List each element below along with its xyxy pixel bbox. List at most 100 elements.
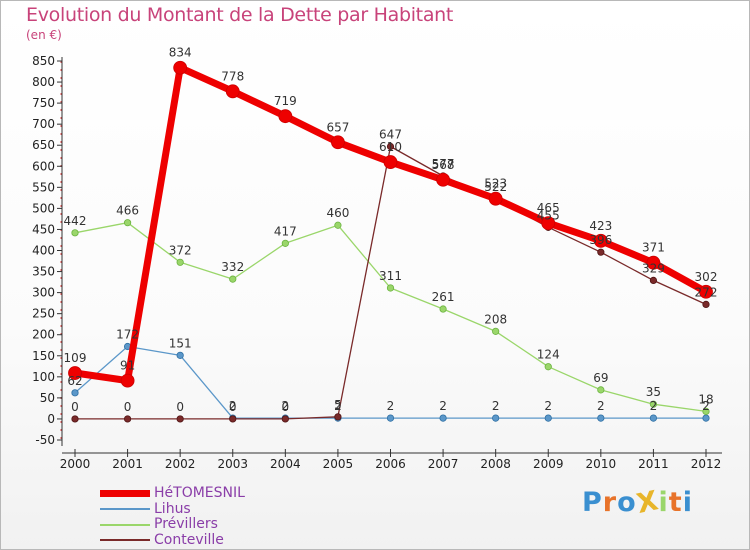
legend-item-lihus[interactable]: Lihus: [100, 501, 245, 518]
data-point-lihus: [702, 414, 710, 422]
data-point-hetomesnil: [120, 373, 135, 388]
y-tick-label: 300: [32, 286, 55, 300]
data-label-lihus: 2: [650, 399, 658, 413]
data-point-previllers: [229, 275, 237, 283]
data-point-previllers: [702, 407, 710, 415]
logo-letter: i: [658, 487, 669, 518]
y-tick-label: -50: [35, 433, 55, 447]
data-point-previllers: [71, 229, 79, 237]
data-label-conteville: 329: [642, 261, 665, 275]
data-point-hetomesnil: [593, 233, 608, 248]
data-point-previllers: [439, 305, 447, 313]
data-label-previllers: 460: [326, 206, 349, 220]
data-label-hetomesnil: 523: [484, 177, 507, 191]
data-point-hetomesnil: [541, 216, 556, 231]
logo-letter: r: [602, 487, 618, 518]
data-point-conteville: [334, 413, 342, 421]
legend-swatch-hetomesnil: [100, 490, 150, 498]
data-point-previllers: [281, 239, 289, 247]
x-tick-label: 2011: [638, 457, 669, 471]
logo-letter: X: [633, 485, 662, 520]
legend-label: HéTOMESNIL: [154, 485, 245, 502]
y-tick-label: 400: [32, 244, 55, 258]
x-tick-label: 2012: [691, 457, 722, 471]
y-tick-label: 750: [32, 96, 55, 110]
legend-swatch-lihus: [100, 508, 150, 511]
y-tick-label: 350: [32, 265, 55, 279]
data-label-previllers: 332: [221, 260, 244, 274]
logo-letter: i: [682, 487, 693, 518]
y-tick-label: 650: [32, 138, 55, 152]
data-label-lihus: 2: [387, 399, 395, 413]
data-labels: 62 172 151 2 2 2 2 2 2 2 2 2 2 442 466 372 332 417 460 311 2…: [64, 46, 718, 414]
data-point-lihus: [649, 414, 658, 422]
legend: HéTOMESNIL Lihus Prévillers Conteville: [100, 486, 245, 548]
data-label-previllers: 18: [698, 392, 713, 406]
y-tick-label: 200: [32, 328, 55, 342]
logo-letter: o: [617, 487, 637, 518]
x-tick-label: 2002: [165, 457, 196, 471]
legend-item-hetomesnil[interactable]: HéTOMESNIL: [100, 486, 245, 502]
proxiti-logo: ProXiti: [582, 485, 693, 520]
data-label-lihus: 172: [116, 328, 139, 342]
data-point-conteville: [597, 248, 605, 256]
data-point-hetomesnil: [68, 366, 82, 380]
y-tick-label: 700: [32, 117, 55, 131]
data-label-conteville: 0: [176, 400, 184, 414]
data-label-lihus: 2: [492, 399, 500, 413]
data-point-hetomesnil: [331, 135, 345, 150]
data-label-lihus: 2: [544, 399, 552, 413]
data-point-lihus: [71, 389, 79, 397]
data-label-conteville: 455: [537, 208, 560, 222]
data-point-conteville: [649, 276, 658, 284]
data-label-hetomesnil: 371: [642, 241, 665, 255]
data-point-lihus: [492, 414, 500, 422]
legend-label: Conteville: [154, 531, 224, 548]
data-label-lihus: 2: [702, 399, 710, 413]
data-point-previllers: [597, 386, 605, 394]
data-point-previllers: [176, 258, 184, 266]
data-label-hetomesnil: 834: [169, 46, 192, 60]
x-tick-label: 2010: [586, 457, 617, 471]
x-tick-label: 2005: [323, 457, 354, 471]
data-point-hetomesnil: [278, 109, 293, 124]
y-tick-label: 100: [32, 370, 55, 384]
data-label-conteville: 0: [282, 400, 290, 414]
data-label-hetomesnil: 568: [432, 158, 455, 172]
data-label-previllers: 208: [484, 312, 507, 326]
y-tick-label: 250: [32, 307, 55, 321]
data-point-hetomesnil: [383, 155, 398, 169]
data-point-previllers: [492, 327, 500, 335]
data-point-conteville: [123, 415, 132, 423]
data-label-conteville: 0: [71, 400, 79, 414]
data-label-conteville: 272: [695, 285, 718, 299]
data-label-lihus: 2: [229, 399, 237, 413]
series-layer: [68, 60, 713, 423]
data-label-conteville: 5: [334, 398, 342, 412]
x-tick-label: 2007: [428, 457, 459, 471]
data-label-hetomesnil: 778: [221, 69, 244, 83]
legend-item-conteville[interactable]: Conteville: [100, 531, 245, 549]
data-label-lihus: 2: [334, 399, 342, 413]
data-label-hetomesnil: 109: [64, 351, 87, 365]
y-tick-label: 600: [32, 159, 55, 173]
data-point-conteville: [71, 415, 79, 423]
y-tick-label: 450: [32, 222, 55, 236]
data-label-lihus: 2: [597, 399, 605, 413]
x-tick-label: 2006: [375, 457, 406, 471]
data-label-lihus: 151: [169, 336, 192, 350]
data-point-hetomesnil: [488, 191, 503, 206]
data-point-lihus: [439, 414, 447, 422]
data-point-conteville: [229, 415, 237, 423]
legend-swatch-conteville: [100, 539, 150, 542]
data-point-previllers: [386, 284, 395, 292]
x-tick-label: 2009: [533, 457, 564, 471]
x-tick-label: 2004: [270, 457, 301, 471]
data-point-previllers: [334, 221, 342, 229]
data-point-lihus: [386, 414, 395, 422]
legend-item-previllers[interactable]: Prévillers: [100, 517, 245, 533]
x-tick-label: 2008: [480, 457, 511, 471]
data-label-previllers: 417: [274, 224, 297, 238]
y-tick-label: 0: [47, 412, 55, 426]
